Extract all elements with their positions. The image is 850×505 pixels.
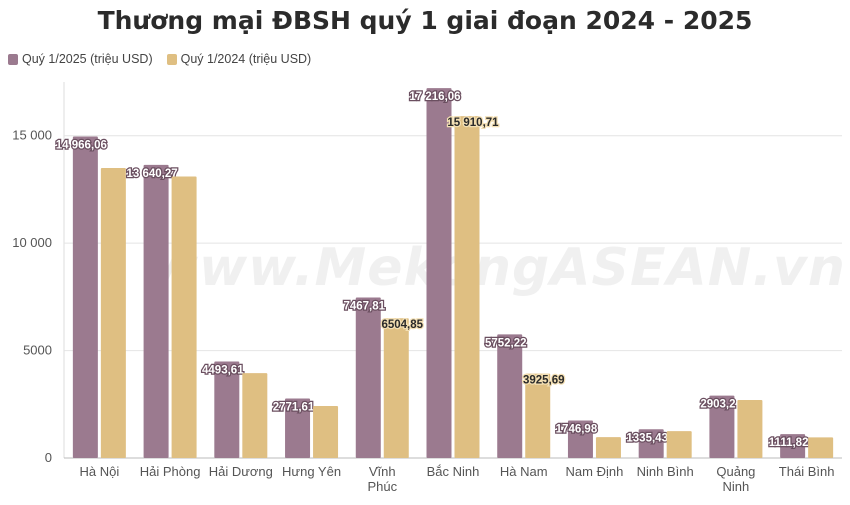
legend: Quý 1/2025 (triệu USD) Quý 1/2024 (triệu…: [8, 52, 311, 66]
chart-title: Thương mại ĐBSH quý 1 giai đoạn 2024 - 2…: [97, 6, 753, 35]
bar-2024-3: [313, 406, 339, 458]
x-tick-label-9: Quảng Ninh: [716, 464, 755, 494]
bar-2024-4: [383, 318, 409, 458]
data-label-2025-2: 4493,61: [202, 364, 244, 376]
bar-2025-9: [709, 395, 735, 458]
x-tick-label-8: Ninh Bình: [637, 464, 694, 479]
x-tick-label-3: Hưng Yên: [282, 464, 341, 479]
bar-2024-5: [454, 116, 480, 458]
legend-swatch-2025: [8, 53, 18, 65]
data-label-2024-5: 15 910,71: [447, 117, 499, 129]
legend-item-2025[interactable]: Quý 1/2025 (triệu USD): [8, 52, 153, 66]
y-tick-label-0: 0: [45, 450, 52, 465]
bar-2024-9: [737, 399, 763, 458]
bar-2024-10: [808, 437, 834, 458]
x-tick-label-5: Bắc Ninh: [427, 464, 480, 479]
data-label-2025-0: 14 966,06: [56, 139, 107, 151]
data-label-2025-10: 1111,82: [769, 437, 809, 449]
data-label-2025-8: 1335,43: [626, 432, 668, 444]
x-tick-line: Hưng Yên: [282, 464, 341, 479]
bar-2024-6: [525, 373, 551, 458]
watermark: www.MekongASEAN.vn: [150, 238, 846, 298]
bar-2025-8: [638, 429, 664, 458]
bar-2025-2: [214, 361, 240, 458]
data-label-2025-6: 5752,22: [485, 337, 527, 349]
x-tick-line: Vĩnh: [369, 464, 396, 479]
x-tick-label-10: Thái Bình: [779, 464, 835, 479]
x-tick-line: Phúc: [367, 479, 397, 494]
x-tick-line: Hải Dương: [209, 464, 273, 479]
bar-2025-10: [780, 434, 806, 458]
bar-2025-0: [72, 136, 98, 458]
data-label-2024-6: 3925,69: [523, 375, 565, 387]
bar-2025-3: [285, 398, 311, 458]
data-label-2024-4: 6504,85: [381, 319, 423, 331]
x-tick-line: Hà Nam: [500, 464, 548, 479]
data-label-2025-9: 2903,2: [700, 399, 735, 411]
bar-2025-1: [143, 164, 169, 458]
data-label-2025-7: 1746,98: [556, 423, 598, 435]
x-tick-label-1: Hải Phòng: [140, 464, 201, 479]
bar-2025-7: [567, 420, 593, 458]
y-tick-label-10000: 10 000: [12, 235, 52, 250]
bar-2025-5: [426, 88, 452, 459]
bar-2024-0: [100, 167, 126, 458]
x-tick-label-0: Hà Nội: [79, 464, 119, 479]
x-tick-label-7: Nam Định: [566, 464, 624, 479]
y-tick-label-5000: 5000: [23, 343, 52, 358]
bar-2024-1: [171, 176, 197, 458]
x-tick-label-4: Vĩnh Phúc: [367, 464, 397, 494]
x-tick-line: Nam Định: [566, 464, 624, 479]
x-tick-line: Bắc Ninh: [427, 464, 480, 479]
legend-label-2025: Quý 1/2025 (triệu USD): [22, 52, 153, 66]
bar-2024-7: [595, 437, 621, 458]
y-tick-label-15000: 15 000: [12, 128, 52, 143]
data-label-2025-5: 17 216,06: [409, 91, 460, 103]
x-tick-line: Ninh Bình: [637, 464, 694, 479]
x-tick-line: Hải Phòng: [140, 464, 201, 479]
data-label-2025-3: 2771,61: [273, 401, 315, 413]
bar-2025-4: [355, 297, 381, 458]
x-tick-line: Ninh: [723, 479, 750, 494]
x-tick-label-2: Hải Dương: [209, 464, 273, 479]
x-tick-line: Hà Nội: [79, 464, 119, 479]
x-tick-line: Quảng: [716, 464, 755, 479]
data-label-2025-4: 7467,81: [343, 301, 385, 313]
legend-swatch-2024: [166, 53, 177, 65]
bar-2025-6: [497, 334, 523, 458]
legend-item-2024[interactable]: Quý 1/2024 (triệu USD): [166, 52, 312, 66]
data-label-2025-1: 13 640,27: [127, 168, 178, 180]
x-tick-label-6: Hà Nam: [500, 464, 548, 479]
legend-label-2024: Quý 1/2024 (triệu USD): [180, 52, 312, 66]
x-tick-line: Thái Bình: [779, 464, 835, 479]
bar-2024-2: [242, 373, 268, 458]
bar-2024-8: [666, 431, 692, 458]
